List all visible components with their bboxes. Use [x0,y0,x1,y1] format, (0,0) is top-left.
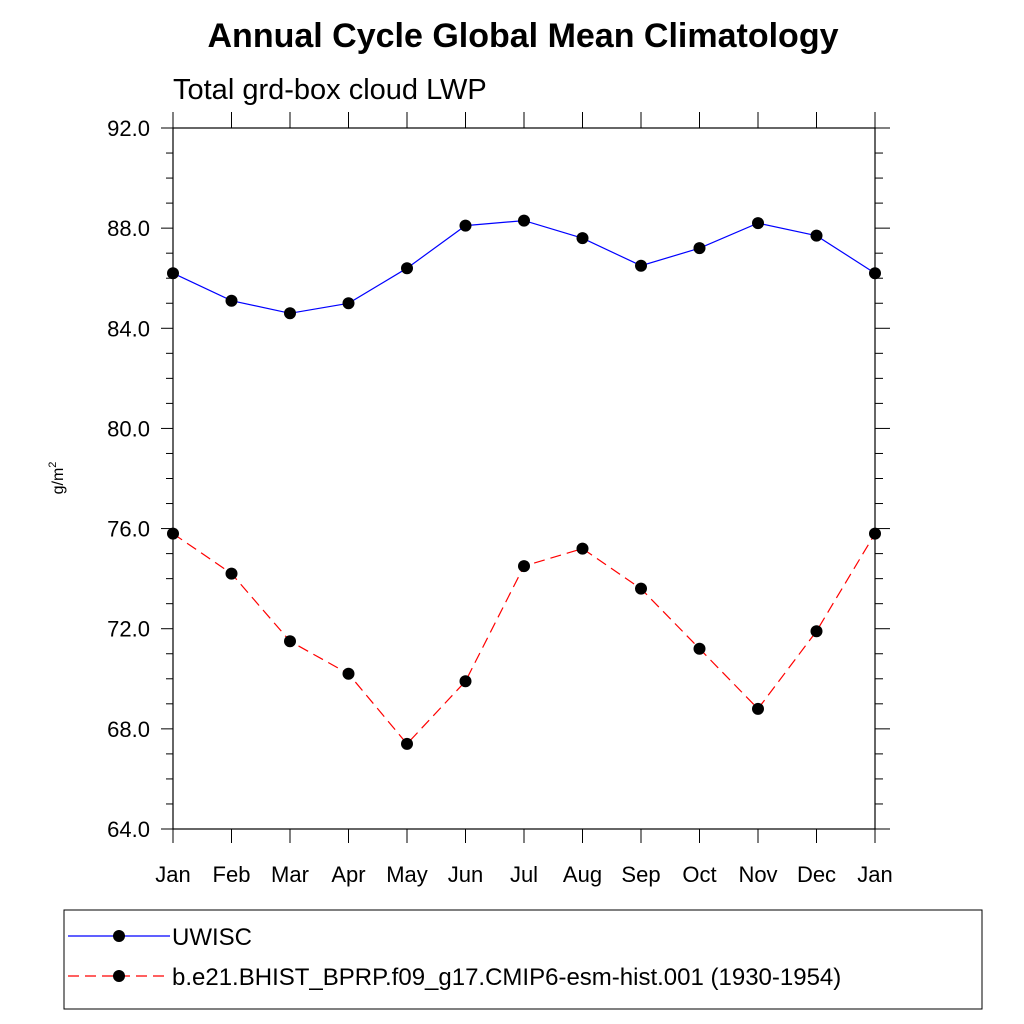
y-tick-label: 72.0 [107,617,150,642]
data-point [459,219,472,232]
data-point [518,560,530,573]
data-point [401,262,413,275]
legend-entry-2: b.e21.BHIST_BPRP.f09_g17.CMIP6-esm-hist.… [68,964,841,991]
x-tick-label: Jul [510,862,538,887]
x-tick-label: Oct [682,862,716,887]
data-point [284,635,296,648]
legend-entry-1: UWISC [68,924,252,951]
data-point [576,542,589,555]
data-point [342,297,355,310]
data-point [869,267,881,280]
data-point [693,642,706,655]
data-point [459,675,472,688]
x-tick-label: Dec [797,862,836,887]
x-tick-label: Jan [857,862,892,887]
y-tick-label: 92.0 [107,116,150,141]
y-tick-label: 88.0 [107,216,150,241]
data-point [752,702,764,715]
data-point [752,217,764,230]
y-axis-label-superscript: 2 [47,462,59,468]
data-point [167,527,179,540]
chart-subtitle: Total grd-box cloud LWP [173,74,487,106]
y-tick-label: 76.0 [107,517,150,542]
x-tick-label: Jan [155,862,190,887]
data-point [225,294,238,307]
data-point [167,267,179,280]
data-point [635,582,647,595]
series-1 [167,214,881,320]
data-point [401,737,413,750]
x-tick-label: Feb [213,862,251,887]
data-point [810,625,823,638]
data-point [635,259,647,272]
x-tick-label: Nov [738,862,777,887]
x-tick-label: Mar [271,862,309,887]
legend-marker [113,970,125,982]
data-point [518,214,530,227]
data-point [869,527,881,540]
x-tick-label: Aug [563,862,602,887]
data-point [342,667,355,680]
y-tick-label: 84.0 [107,316,150,341]
y-tick-label: 64.0 [107,817,150,842]
data-point [810,229,823,242]
chart-title: Annual Cycle Global Mean Climatology [208,17,839,55]
x-tick-label: May [386,862,428,887]
series-line [172,219,876,314]
legend-marker [113,930,125,942]
x-tick-label: Sep [621,862,660,887]
data-point [576,232,589,245]
x-tick-label: Apr [331,862,365,887]
y-tick-label: 68.0 [107,717,150,742]
data-point [225,567,238,580]
y-axis-label-unit: g/m [50,468,67,495]
plot-frame [172,127,876,830]
x-tick-label: Jun [448,862,483,887]
series-2 [167,527,881,750]
y-tick-label: 80.0 [107,416,150,441]
legend-label: UWISC [172,924,252,951]
legend-label: b.e21.BHIST_BPRP.f09_g17.CMIP6-esm-hist.… [172,964,841,991]
y-axis-label: g/m2 [47,462,67,495]
legend-box [63,909,983,1010]
data-point [284,307,296,320]
data-point [693,242,706,255]
